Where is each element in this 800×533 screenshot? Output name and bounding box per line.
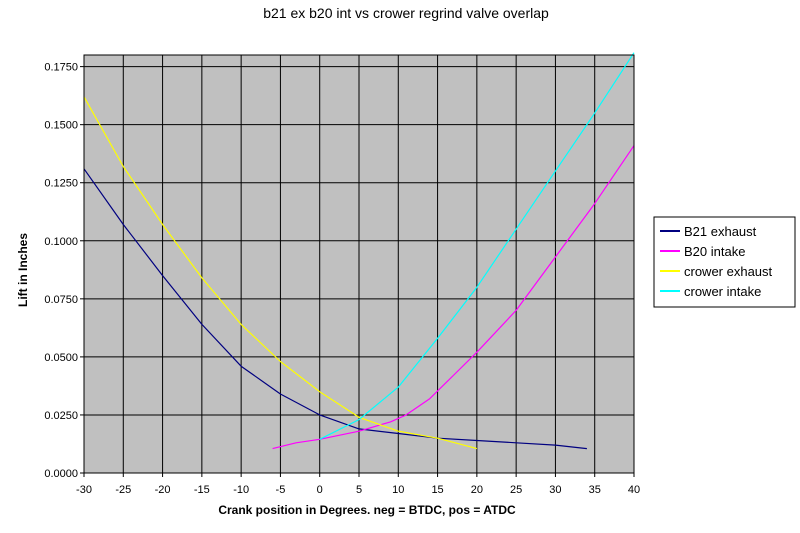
x-tick-label: 35	[589, 484, 601, 496]
chart-title: b21 ex b20 int vs crower regrind valve o…	[263, 5, 549, 21]
y-tick-label: 0.0500	[44, 352, 78, 364]
series-lines	[83, 52, 635, 450]
series-line-crower-exhaust	[83, 96, 478, 450]
legend-label: B20 intake	[684, 244, 745, 259]
y-tick-label: 0.0750	[44, 294, 78, 306]
x-tick-label: 0	[317, 484, 323, 496]
x-tick-label: 10	[392, 484, 404, 496]
x-tick-label: -20	[155, 484, 171, 496]
y-tick-label: 0.1250	[44, 178, 78, 190]
y-tick-label: 0.1000	[44, 236, 78, 248]
x-tick-label: 20	[471, 484, 483, 496]
y-tick-label: 0.1750	[44, 62, 78, 74]
x-tick-label: -30	[76, 484, 92, 496]
x-axis-label: Crank position in Degrees. neg = BTDC, p…	[218, 503, 516, 517]
x-tick-label: 30	[549, 484, 561, 496]
x-axis-ticks: -30 -25 -20 -15 -10 -5 0 5 10 15 20 25 30 35 40	[76, 473, 640, 496]
x-tick-label: 40	[628, 484, 640, 496]
legend: B21 exhaust B20 intake crower exhaust crowe…	[653, 216, 796, 308]
legend-label: B21 exhaust	[684, 224, 757, 239]
y-axis-label: Lift in Inches	[16, 233, 30, 307]
y-tick-label: 0.1500	[44, 120, 78, 132]
x-tick-label: -15	[194, 484, 210, 496]
legend-label: crower exhaust	[684, 264, 773, 279]
x-tick-label: 25	[510, 484, 522, 496]
x-tick-label: -5	[276, 484, 286, 496]
x-tick-label: -25	[115, 484, 131, 496]
series-line-b21-exhaust	[83, 168, 587, 450]
legend-label: crower intake	[684, 284, 761, 299]
x-tick-label: 15	[431, 484, 443, 496]
y-tick-label: 0.0250	[44, 410, 78, 422]
y-axis-ticks: 0.0000 0.0250 0.0500 0.0750 0.1000 0.1250 0.15…	[44, 62, 84, 480]
x-tick-label: 5	[356, 484, 362, 496]
series-line-crower-intake	[319, 52, 635, 440]
x-tick-label: -10	[233, 484, 249, 496]
y-tick-label: 0.0000	[44, 468, 78, 480]
